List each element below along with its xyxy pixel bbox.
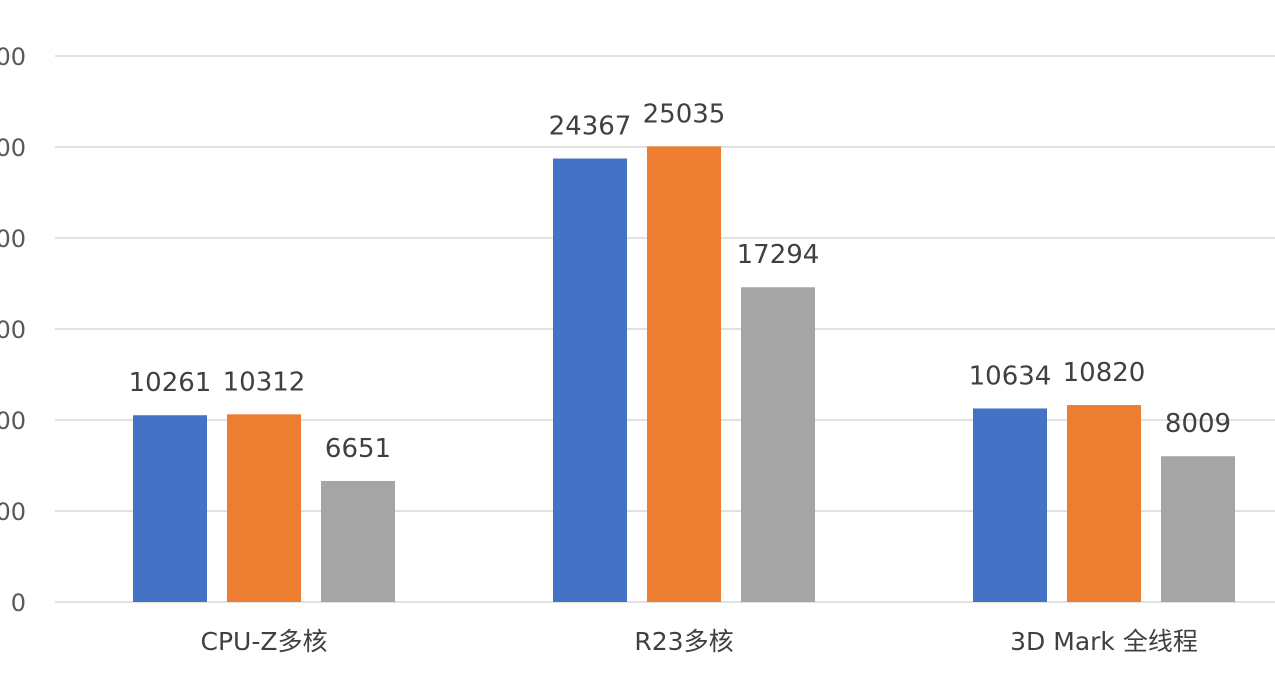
bar <box>133 415 207 602</box>
y-tick-label: 0 <box>11 589 26 617</box>
data-label: 10312 <box>223 367 306 397</box>
data-label: 8009 <box>1165 409 1231 439</box>
data-label: 25035 <box>643 99 726 129</box>
bar <box>647 146 721 602</box>
data-label: 10634 <box>969 361 1052 391</box>
bar <box>1161 456 1235 602</box>
y-tick-label: 00 <box>0 316 26 344</box>
data-labels: 10261 10312 6651 24367 25035 17294 10634 10820 8… <box>129 99 1231 464</box>
data-label: 24367 <box>549 112 632 142</box>
x-category-label: 3D Mark 全线程 <box>1010 627 1198 656</box>
x-category-label: CPU-Z多核 <box>201 627 328 656</box>
bar <box>553 158 627 602</box>
bar <box>1067 405 1141 602</box>
bars <box>133 146 1235 602</box>
bar <box>321 480 395 602</box>
y-tick-label: 00 <box>0 498 26 526</box>
data-label: 10820 <box>1063 358 1146 388</box>
y-tick-label: 00 <box>0 43 26 71</box>
data-label: 10261 <box>129 368 212 398</box>
y-tick-label: 00 <box>0 225 26 253</box>
bar <box>973 408 1047 602</box>
x-axis-category-labels: CPU-Z多核 R23多核 3D Mark 全线程 <box>201 627 1198 656</box>
y-tick-label: 00 <box>0 407 26 435</box>
y-tick-label: 00 <box>0 134 26 162</box>
x-category-label: R23多核 <box>634 627 733 656</box>
bar <box>227 414 301 602</box>
data-label: 17294 <box>737 240 820 270</box>
data-label: 6651 <box>325 434 391 464</box>
bar <box>741 287 815 602</box>
